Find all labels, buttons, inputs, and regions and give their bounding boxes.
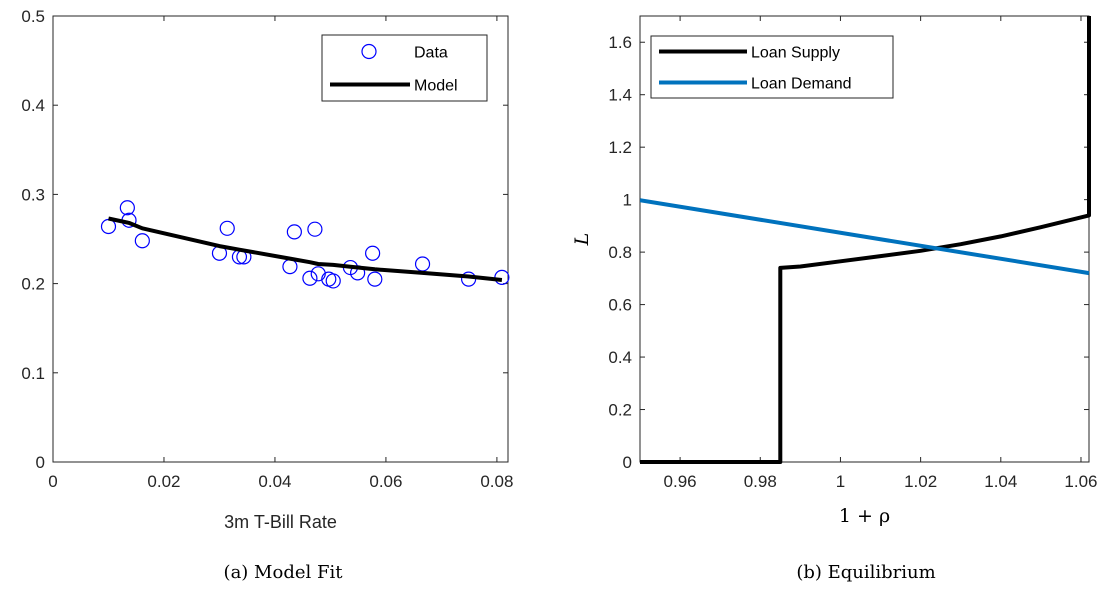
y-tick-label: 0 — [623, 453, 632, 472]
data-point — [134, 233, 150, 249]
y-tick-label: 1 — [623, 191, 632, 210]
panel-caption: (b) Equilibrium — [796, 562, 935, 583]
legend-label-1: Model — [414, 78, 458, 95]
x-tick-label: 1 — [836, 472, 845, 491]
panel-equilibrium: 0.96 0.98 1 1.02 1.04 1.06 0 0.2 0.4 0.6 0.8 1 1.2 1.… — [571, 15, 1098, 583]
legend-box — [650, 35, 894, 99]
y-tick-label: 0.4 — [21, 96, 45, 115]
panel-model-fit: 0 0.02 0.04 0.06 0.08 0 0.1 0.2 0.3 0.4 0.5 3m T-Bi… — [21, 7, 513, 583]
data-point — [119, 200, 135, 216]
y-tick-label: 0.2 — [608, 401, 632, 420]
x-tick-label: 0.96 — [664, 472, 697, 491]
series-line-1 — [640, 198, 1090, 276]
x-axis-label: 1 + ρ — [839, 505, 890, 527]
data-point — [307, 221, 323, 237]
series-group — [640, 16, 1091, 464]
data-point — [367, 271, 383, 287]
x-tick-label: 0.02 — [147, 472, 180, 491]
y-tick-label: 0.6 — [608, 296, 632, 315]
y-tick-label: 1.6 — [608, 33, 632, 52]
y-tick-label: 0.8 — [608, 243, 632, 262]
legend-marker-0 — [361, 43, 377, 60]
x-axis-label: 3m T-Bill Rate — [224, 512, 337, 532]
data-point — [286, 224, 302, 240]
x-tick-label: 0.08 — [480, 472, 513, 491]
data-point — [325, 273, 341, 289]
legend-label-1: Loan Demand — [751, 76, 852, 93]
data-point — [219, 220, 235, 236]
series-line-0 — [640, 16, 1091, 464]
y-tick-label: 0.4 — [608, 348, 632, 367]
y-tick-label: 0.1 — [21, 364, 45, 383]
x-tick-label: 0.06 — [369, 472, 402, 491]
y-axis-label: L — [571, 233, 593, 247]
x-tick-label: 0.04 — [258, 472, 291, 491]
y-tick-label: 0 — [36, 453, 45, 472]
series-group — [100, 200, 510, 289]
x-tick-label: 0.98 — [744, 472, 777, 491]
y-tick-label: 0.3 — [21, 185, 45, 204]
panel-caption: (a) Model Fit — [224, 562, 344, 583]
y-tick-label: 0.2 — [21, 275, 45, 294]
x-tick-label: 1.06 — [1064, 472, 1097, 491]
legend-label-0: Loan Supply — [751, 45, 840, 62]
x-tick-label: 1.02 — [904, 472, 937, 491]
x-tick-label: 0 — [48, 472, 57, 491]
x-tick-label: 1.04 — [984, 472, 1017, 491]
series-line-1 — [108, 216, 503, 282]
y-tick-label: 0.5 — [21, 7, 45, 26]
y-tick-label: 1.4 — [608, 86, 632, 105]
data-point — [302, 270, 318, 286]
legend-label-0: Data — [414, 45, 448, 62]
y-tick-label: 1.2 — [608, 138, 632, 157]
legend-box — [321, 34, 488, 102]
data-point — [365, 245, 381, 261]
